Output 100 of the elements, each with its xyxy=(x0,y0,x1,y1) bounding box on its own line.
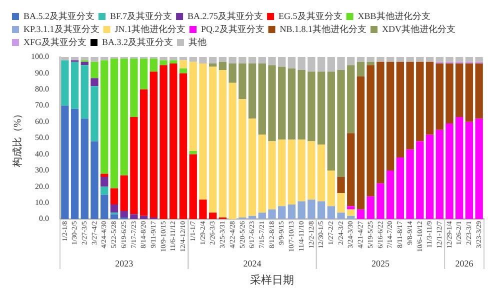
bar xyxy=(426,57,434,62)
legend-label: PQ.2及其亚分支 xyxy=(201,24,264,34)
legend-label: BF.7及其亚分支 xyxy=(110,10,172,21)
y-tick-label: 30.0 xyxy=(35,166,49,175)
bar xyxy=(308,72,316,142)
bar xyxy=(248,216,256,220)
bar xyxy=(406,149,414,220)
bar xyxy=(238,63,246,100)
bar xyxy=(376,62,384,184)
bar xyxy=(278,140,286,206)
bar xyxy=(80,62,88,66)
bar xyxy=(278,206,286,220)
bar xyxy=(396,157,404,220)
bar xyxy=(317,57,326,72)
legend-label: JN.1其他进化分支 xyxy=(114,24,186,34)
bar xyxy=(238,57,246,64)
bar xyxy=(288,68,296,140)
bar xyxy=(416,57,424,62)
y-tick-label: 70.0 xyxy=(35,100,49,110)
bar xyxy=(228,63,236,83)
bar xyxy=(308,141,316,200)
bar xyxy=(475,63,483,119)
bar xyxy=(70,57,79,60)
legend-label: XFG及其亚分支 xyxy=(24,36,87,47)
bar xyxy=(278,66,286,140)
bar xyxy=(258,134,266,213)
bar xyxy=(268,57,276,66)
bar xyxy=(258,57,266,64)
bar xyxy=(218,57,227,62)
legend-label: EG.5及其亚分支 xyxy=(278,10,342,21)
bar xyxy=(456,57,464,62)
bar xyxy=(376,183,384,220)
legend-label: KP.3.1.1及其亚分支 xyxy=(24,24,100,34)
bar xyxy=(179,73,188,220)
y-tick-label: 40.0 xyxy=(35,149,49,158)
bar xyxy=(386,170,394,220)
bar xyxy=(426,62,434,135)
x-axis-title: 采样日期 xyxy=(250,273,294,286)
bar xyxy=(446,57,454,62)
bar xyxy=(140,89,148,216)
y-tick-label: 10.0 xyxy=(35,198,49,207)
bar xyxy=(160,57,168,60)
bar xyxy=(356,62,365,76)
bar xyxy=(386,62,394,170)
bar xyxy=(218,62,227,70)
legend-label: 其他 xyxy=(188,36,207,47)
bar xyxy=(199,63,207,200)
bar xyxy=(189,154,197,220)
bar xyxy=(80,118,88,220)
bar xyxy=(347,209,355,216)
bar xyxy=(347,65,355,134)
bar xyxy=(347,206,355,210)
bar xyxy=(208,66,217,213)
bar xyxy=(396,57,404,62)
bar xyxy=(386,57,394,62)
bar xyxy=(170,60,178,64)
bar xyxy=(61,106,69,220)
bar xyxy=(347,133,355,206)
bar xyxy=(327,170,336,206)
bar xyxy=(347,216,355,220)
bar xyxy=(150,58,158,72)
bar xyxy=(426,134,434,220)
bar xyxy=(298,70,306,140)
bar xyxy=(337,212,345,220)
bar xyxy=(288,204,296,220)
bar xyxy=(140,216,148,220)
bar xyxy=(298,57,306,70)
y-axis-title: 构成比（%） xyxy=(12,108,24,168)
bar xyxy=(456,63,464,117)
bar xyxy=(366,65,374,196)
bar xyxy=(199,57,207,64)
bar xyxy=(80,57,88,60)
legend-label: BA.5.2及其亚分支 xyxy=(24,10,95,21)
legend-label: XBB其他进化分支 xyxy=(358,10,430,21)
bar xyxy=(238,99,246,218)
bar xyxy=(189,62,197,152)
bar xyxy=(70,108,79,220)
bar xyxy=(170,63,178,220)
bar xyxy=(278,57,286,67)
bar xyxy=(347,57,355,66)
bar xyxy=(179,68,188,74)
bar xyxy=(258,63,266,135)
bar xyxy=(179,60,188,68)
bar xyxy=(317,144,326,202)
y-tick-label: 0.0 xyxy=(39,214,49,224)
bar xyxy=(90,78,98,86)
bar xyxy=(327,72,336,170)
bar xyxy=(130,58,138,117)
bar xyxy=(317,72,326,145)
bar xyxy=(208,212,217,220)
bar xyxy=(248,118,256,216)
bar xyxy=(337,70,345,177)
bar xyxy=(248,63,256,119)
bar xyxy=(248,57,256,64)
bar xyxy=(268,65,276,142)
bar xyxy=(90,62,98,78)
bar xyxy=(130,214,138,220)
bar xyxy=(120,58,128,176)
bar xyxy=(465,122,474,220)
bar xyxy=(80,65,88,119)
